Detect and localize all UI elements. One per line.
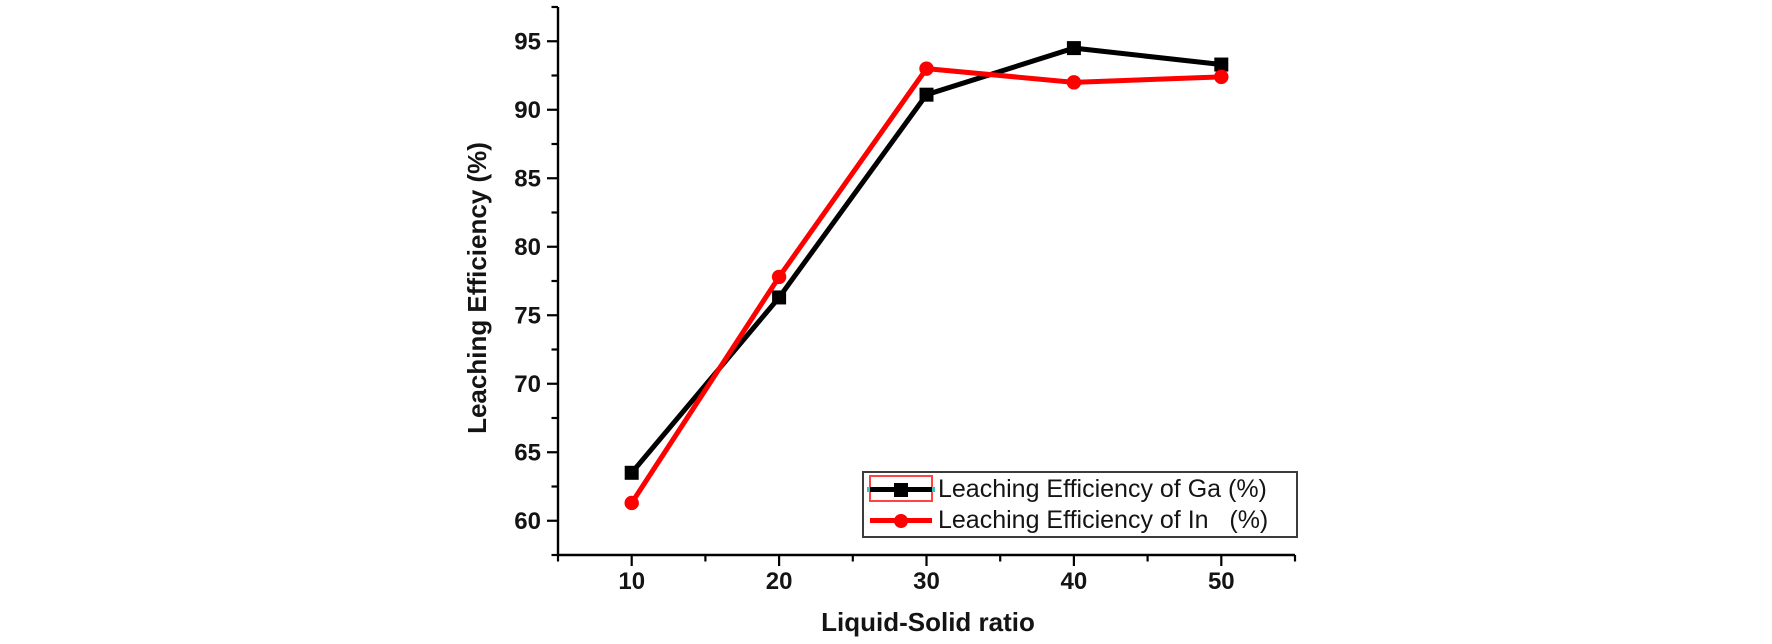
series-ga-data-point [1066,41,1081,56]
y-axis-title: Leaching Efficiency (%) [462,142,492,434]
x-tick-label: 40 [1061,568,1088,595]
series-in-data-point [1214,69,1229,85]
series-ga-data-point [919,87,934,102]
series-ga-data-point [772,290,787,305]
y-tick-label: 95 [514,29,541,56]
ga-square-marker-icon [894,482,908,497]
series-in-data-point [919,61,934,76]
y-tick-label: 75 [514,303,541,330]
y-tick-label: 70 [514,371,541,398]
x-tick-label: 10 [618,568,645,595]
series-in-data-point [1066,75,1082,90]
x-tick-label: 30 [913,568,940,595]
series-ga-data-point [624,465,639,480]
y-tick-label: 80 [514,234,541,261]
legend-label-ga: Leaching Efficiency of Ga (%) [938,475,1267,503]
series-in-data-point [624,495,639,511]
series-in-line [629,66,1222,505]
y-tick-label: 65 [514,440,541,467]
series-in-data-point [771,269,787,285]
in-circle-marker-icon [894,513,908,528]
legend-label-in: Leaching Efficiency of In (%) [938,506,1269,534]
y-tick-label: 85 [514,166,541,193]
x-tick-label: 50 [1208,568,1235,595]
series-ga-data-point [1214,57,1229,72]
legend[interactable]: Leaching Efficiency of Ga (%) Leaching E… [862,471,1298,538]
x-tick-label: 20 [766,568,793,595]
legend-symbol-ga [864,474,938,505]
x-axis-title: Liquid-Solid ratio [821,607,1035,637]
legend-item-in[interactable]: Leaching Efficiency of In (%) [864,505,1296,536]
selection-handle-icon [930,487,935,492]
series-ga-line [629,45,1222,475]
y-tick-label: 90 [514,97,541,124]
y-tick-label: 60 [514,508,541,535]
legend-symbol-in [864,505,938,536]
selection-handle-icon [867,487,872,492]
legend-item-ga[interactable]: Leaching Efficiency of Ga (%) [864,474,1296,505]
